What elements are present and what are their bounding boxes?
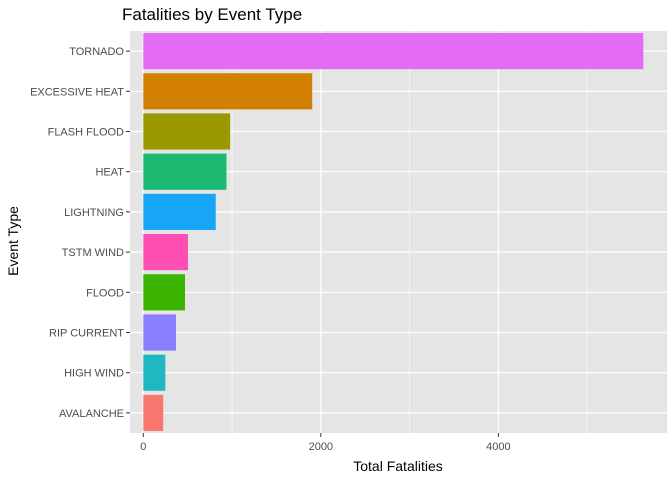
bar-rip-current: [143, 314, 176, 351]
x-axis-title: Total Fatalities: [353, 458, 442, 474]
y-tick-label: TORNADO: [69, 46, 124, 58]
y-tick-label: RIP CURRENT: [49, 328, 124, 340]
bars: [143, 33, 644, 431]
y-tick-label: HIGH WIND: [64, 368, 124, 380]
y-tick-label: HEAT: [95, 167, 124, 179]
bar-avalanche: [143, 394, 164, 431]
y-tick-label: FLOOD: [86, 287, 124, 299]
bar-high-wind: [143, 354, 166, 391]
chart-title: Fatalities by Event Type: [122, 5, 302, 24]
bar-heat: [143, 153, 227, 190]
y-tick-label: TSTM WIND: [62, 247, 124, 259]
x-axis-ticks: 0 2000 4000: [140, 433, 511, 453]
x-tick-label: 0: [140, 441, 146, 453]
y-tick-label: FLASH FLOOD: [48, 127, 124, 139]
x-tick-label: 4000: [486, 441, 510, 453]
bar-tstm-wind: [143, 234, 189, 271]
y-tick-label: LIGHTNING: [64, 207, 124, 219]
bar-flash-flood: [143, 113, 231, 150]
y-tick-label: EXCESSIVE HEAT: [30, 86, 124, 98]
bar-tornado: [143, 33, 644, 70]
y-axis-title: Event Type: [5, 206, 21, 276]
y-axis-ticks: TORNADO EXCESSIVE HEAT FLASH FLOOD HEAT LIGH…: [30, 46, 130, 420]
bar-lightning: [143, 193, 216, 230]
y-tick-label: AVALANCHE: [59, 408, 124, 420]
x-tick-label: 2000: [309, 441, 333, 453]
bar-flood: [143, 274, 186, 311]
bar-excessive-heat: [143, 73, 313, 110]
